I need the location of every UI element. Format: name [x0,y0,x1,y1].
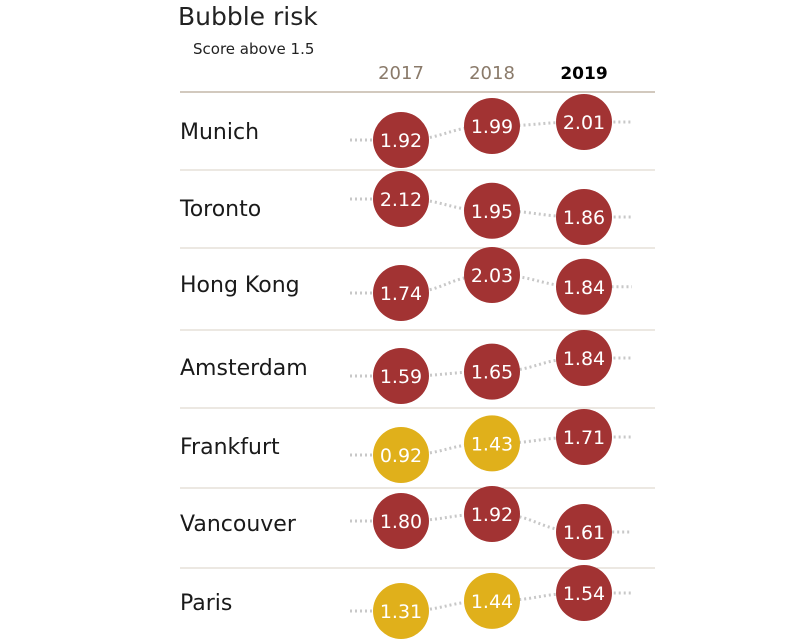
score-label: 2.01 [563,112,605,134]
score-label: 1.84 [563,277,605,299]
score-bubble [373,427,429,483]
score-bubble [556,189,612,245]
score-bubble [373,348,429,404]
score-bubble [556,330,612,386]
score-label: 0.92 [380,445,422,467]
score-label: 1.59 [380,366,422,388]
year-label: 2019 [560,64,607,84]
score-bubble [464,182,520,239]
score-bubble [464,572,520,629]
score-label: 1.43 [471,433,513,455]
score-bubble [373,583,429,639]
score-bubble [556,565,612,621]
city-label: Amsterdam [180,356,308,381]
chart-subtitle: Score above 1.5 [193,40,315,58]
score-label: 1.92 [380,130,422,152]
score-label: 1.99 [471,116,513,138]
score-label: 1.71 [563,427,605,449]
score-bubble [464,98,520,154]
score-label: 1.95 [471,201,513,223]
score-bubble [373,112,429,168]
score-label: 2.12 [380,189,422,211]
score-label: 1.86 [563,207,605,229]
score-label: 2.03 [471,265,513,287]
score-bubble [373,171,429,227]
score-bubble [373,492,429,549]
score-label: 1.54 [563,583,605,605]
score-bubble [556,258,612,315]
score-label: 1.31 [380,601,422,623]
score-bubble [464,247,520,303]
score-bubble [556,94,612,150]
score-label: 1.74 [380,283,422,305]
score-bubble [464,486,520,542]
city-label: Vancouver [180,512,297,537]
score-label: 1.84 [563,348,605,370]
score-bubble [556,504,612,560]
score-label: 1.80 [380,511,422,533]
year-label: 2017 [378,63,424,84]
score-bubble [464,415,520,472]
score-bubble [464,343,520,400]
year-label: 2018 [469,63,515,84]
city-label: Munich [180,120,259,145]
score-label: 1.44 [471,591,513,613]
score-label: 1.92 [471,504,513,526]
score-label: 1.65 [471,362,513,384]
score-bubble [373,265,429,321]
city-label: Toronto [179,197,261,222]
city-label: Paris [180,591,232,616]
chart-title: Bubble risk [178,2,318,31]
city-label: Frankfurt [180,435,280,460]
score-label: 1.61 [563,522,605,544]
city-label: Hong Kong [180,273,300,298]
score-bubble [556,409,612,465]
